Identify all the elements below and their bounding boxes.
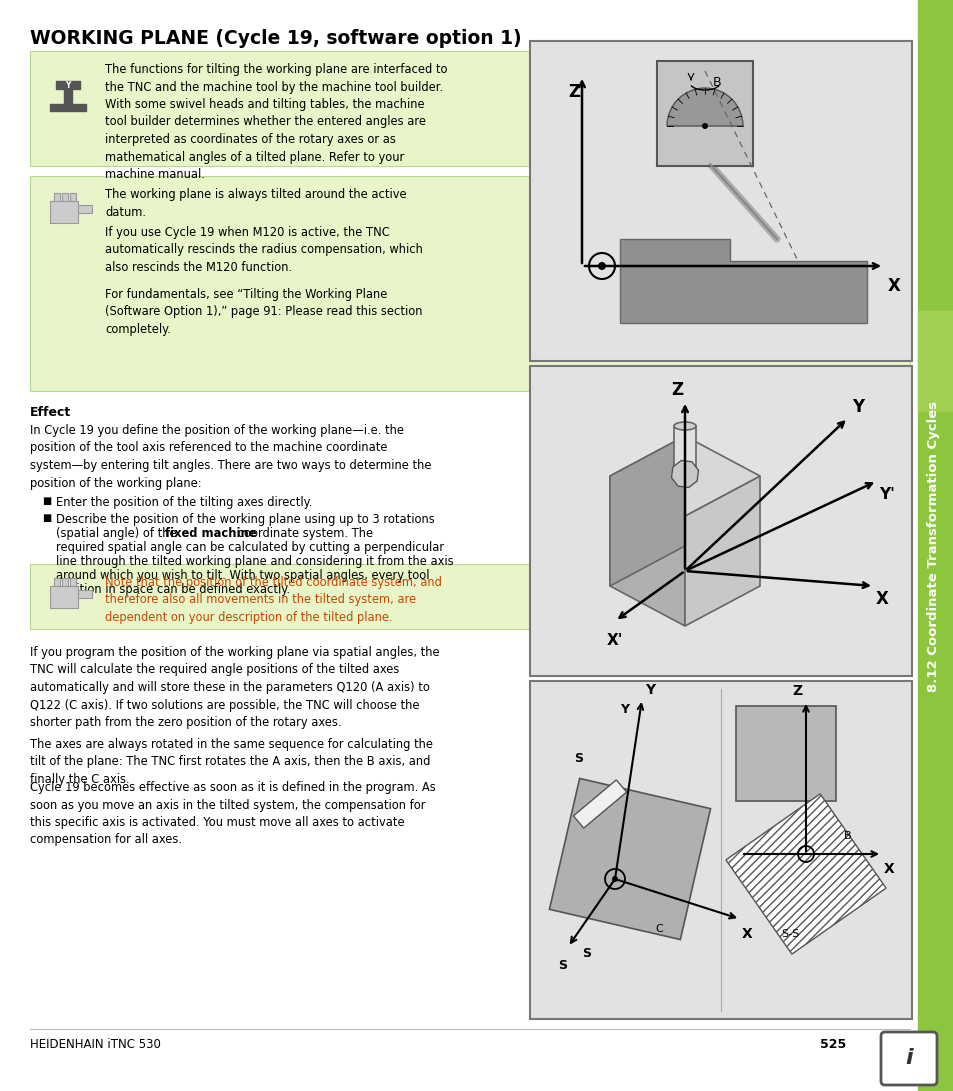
Circle shape: [598, 262, 605, 269]
Bar: [30, 564, 909, 630]
Bar: [530, 41, 911, 361]
Bar: [62, 193, 68, 201]
Circle shape: [701, 123, 707, 129]
Bar: [70, 578, 76, 586]
Text: X: X: [741, 927, 752, 942]
Polygon shape: [609, 436, 760, 516]
Polygon shape: [671, 460, 698, 488]
Text: X': X': [606, 633, 623, 648]
Text: coordinate system. The: coordinate system. The: [233, 527, 373, 540]
Text: around which you wish to tilt. With two spatial angles, every tool: around which you wish to tilt. With two …: [56, 570, 429, 582]
Text: If you program the position of the working plane via spatial angles, the
TNC wil: If you program the position of the worki…: [30, 646, 439, 729]
Bar: [657, 61, 752, 166]
Text: line through the tilted working plane and considering it from the axis: line through the tilted working plane an…: [56, 555, 453, 568]
Text: Describe the position of the working plane using up to 3 rotations: Describe the position of the working pla…: [56, 513, 435, 526]
Polygon shape: [725, 794, 885, 955]
Bar: [735, 706, 835, 801]
Text: Y: Y: [619, 703, 628, 716]
Text: The working plane is always tilted around the active
datum.: The working plane is always tilted aroun…: [105, 188, 406, 218]
Text: ■: ■: [42, 496, 51, 506]
Text: Z: Z: [567, 83, 579, 101]
Bar: [30, 176, 909, 391]
Polygon shape: [684, 476, 760, 626]
Text: Y: Y: [65, 81, 71, 89]
Bar: [78, 205, 91, 213]
Bar: [50, 201, 78, 223]
Text: The axes are always rotated in the same sequence for calculating the
tilt of the: The axes are always rotated in the same …: [30, 738, 433, 786]
Text: Enter the position of the tilting axes directly.: Enter the position of the tilting axes d…: [56, 496, 312, 509]
Text: For fundamentals, see “Tilting the Working Plane
(Software Option 1),” page 91: : For fundamentals, see “Tilting the Worki…: [105, 288, 422, 336]
Text: i: i: [904, 1048, 912, 1068]
Text: 525: 525: [820, 1039, 845, 1052]
Text: The functions for tilting the working plane are interfaced to
the TNC and the ma: The functions for tilting the working pl…: [105, 63, 447, 181]
Text: Note that the position of the tilted coordinate system, and
therefore also all m: Note that the position of the tilted coo…: [105, 576, 441, 624]
Text: (spatial angle) of the: (spatial angle) of the: [56, 527, 180, 540]
Text: Cycle 19 becomes effective as soon as it is defined in the program. As
soon as y: Cycle 19 becomes effective as soon as it…: [30, 781, 436, 847]
Text: Z: Z: [791, 684, 801, 698]
Bar: [50, 586, 78, 608]
Bar: [50, 104, 86, 111]
Text: B: B: [843, 831, 851, 841]
Text: Y: Y: [644, 683, 655, 697]
Text: If you use Cycle 19 when M120 is active, the TNC
automatically rescinds the radi: If you use Cycle 19 when M120 is active,…: [105, 226, 422, 274]
Text: S-S: S-S: [781, 930, 799, 939]
Bar: [917, 0, 953, 1091]
Bar: [78, 590, 91, 598]
Bar: [30, 51, 909, 166]
Bar: [56, 81, 80, 89]
Bar: [673, 425, 696, 476]
Polygon shape: [619, 239, 866, 323]
Bar: [530, 681, 911, 1019]
Polygon shape: [549, 779, 710, 939]
Text: Y': Y': [878, 487, 894, 502]
Text: S: S: [581, 947, 590, 960]
Text: B: B: [712, 76, 720, 89]
Polygon shape: [573, 780, 626, 828]
Text: WORKING PLANE (Cycle 19, software option 1): WORKING PLANE (Cycle 19, software option…: [30, 29, 521, 48]
Text: S: S: [558, 959, 566, 972]
Bar: [917, 311, 953, 411]
Text: required spatial angle can be calculated by cutting a perpendicular: required spatial angle can be calculated…: [56, 541, 444, 554]
Wedge shape: [666, 88, 742, 125]
Text: HEIDENHAIN iTNC 530: HEIDENHAIN iTNC 530: [30, 1039, 161, 1052]
Text: Z: Z: [670, 381, 682, 399]
Text: X: X: [887, 277, 900, 295]
Text: position in space can be defined exactly.: position in space can be defined exactly…: [56, 583, 290, 596]
Text: Effect: Effect: [30, 406, 71, 419]
Text: C: C: [655, 924, 662, 934]
Text: 8.12 Coordinate Transformation Cycles: 8.12 Coordinate Transformation Cycles: [926, 400, 940, 692]
Bar: [54, 193, 60, 201]
Bar: [54, 578, 60, 586]
Bar: [70, 193, 76, 201]
Polygon shape: [609, 436, 684, 586]
Text: X: X: [875, 590, 888, 608]
Text: ■: ■: [42, 513, 51, 523]
Text: In Cycle 19 you define the position of the working plane—i.e. the
position of th: In Cycle 19 you define the position of t…: [30, 424, 431, 490]
Circle shape: [612, 876, 618, 882]
Bar: [62, 578, 68, 586]
Bar: [530, 365, 911, 676]
Text: X: X: [883, 862, 894, 876]
Bar: [64, 89, 71, 104]
Text: Y: Y: [851, 398, 863, 416]
Text: fixed machine: fixed machine: [165, 527, 256, 540]
Polygon shape: [609, 476, 684, 626]
Ellipse shape: [673, 422, 696, 430]
FancyBboxPatch shape: [880, 1032, 936, 1086]
Text: S: S: [574, 753, 582, 766]
